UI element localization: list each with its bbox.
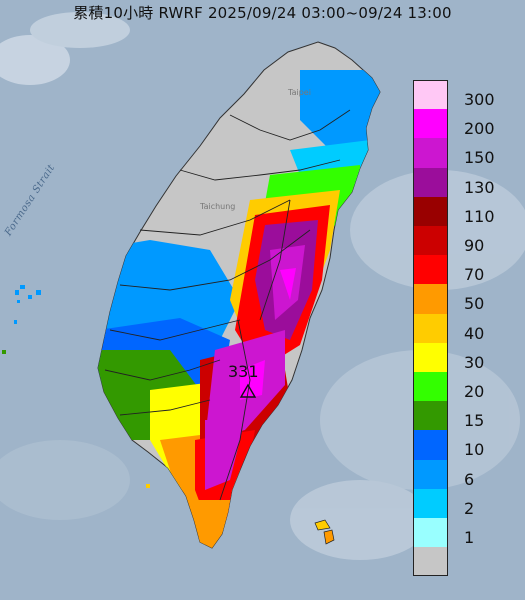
legend-swatch (413, 459, 448, 489)
city-label-taichung: Taichung (200, 202, 236, 211)
legend-swatch (413, 80, 448, 110)
east-islands (146, 484, 335, 545)
peak-value-label: 331 (228, 362, 259, 381)
legend-label: 50 (464, 294, 485, 314)
legend-label: 20 (464, 382, 485, 401)
legend-label: 110 (464, 206, 495, 226)
legend-swatch (413, 518, 448, 548)
legend-label: 1 (464, 528, 475, 547)
legend-swatch (413, 255, 448, 285)
legend-swatch (413, 547, 448, 577)
legend-label: 10 (464, 440, 485, 460)
legend-swatch (413, 430, 448, 460)
legend-swatch (413, 488, 448, 518)
legend-swatch (413, 167, 448, 197)
map-title: 累積10小時 RWRF 2025/09/24 03:00~09/24 13:00 (73, 4, 452, 22)
legend-swatch (413, 109, 448, 139)
legend-label: 200 (464, 119, 495, 139)
legend-label: 40 (464, 323, 485, 343)
legend-label: 130 (464, 177, 495, 197)
legend-label: 2 (464, 498, 475, 518)
legend-label: 15 (464, 411, 485, 431)
legend-label: 30 (464, 352, 485, 372)
legend-label: 6 (464, 469, 475, 489)
legend-swatch (413, 401, 448, 431)
legend-swatch (413, 372, 448, 402)
legend-swatch (413, 284, 448, 314)
legend-swatch (413, 196, 448, 226)
legend-label: 90 (464, 236, 485, 255)
city-label-taipei: Taipei (288, 88, 311, 97)
legend-swatch (413, 342, 448, 372)
legend-label: 300 (464, 90, 495, 109)
peak-marker-icon (239, 383, 257, 398)
legend-swatch (413, 138, 448, 168)
penghu-islands (2, 285, 41, 354)
county-borders (104, 109, 351, 501)
legend-swatch (413, 226, 448, 256)
legend-label: 150 (464, 148, 495, 168)
legend-swatch (413, 313, 448, 343)
legend-label: 70 (464, 265, 485, 285)
